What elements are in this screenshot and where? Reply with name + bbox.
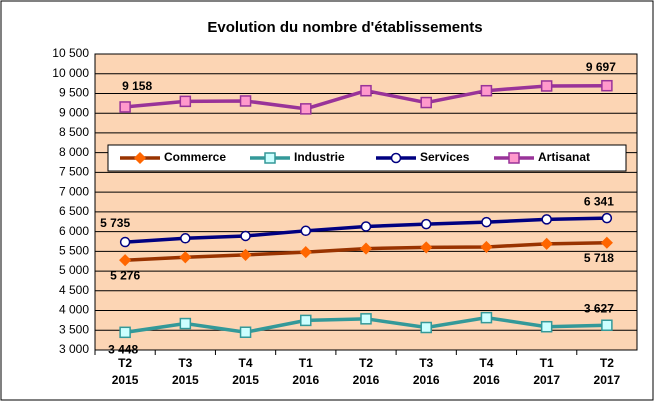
legend-marker — [390, 152, 402, 164]
point — [481, 216, 492, 228]
point — [420, 321, 432, 334]
point — [239, 95, 252, 107]
point — [359, 242, 373, 255]
point — [180, 233, 191, 244]
point — [179, 317, 192, 330]
x-tick-label: T2 2017 — [594, 356, 621, 387]
point — [600, 236, 613, 249]
y-tick-label: 10 500 — [52, 46, 89, 60]
point — [360, 313, 372, 325]
point — [119, 326, 131, 339]
y-tick-label: 10 000 — [52, 66, 89, 80]
legend-box — [107, 144, 627, 172]
point — [540, 237, 553, 250]
point — [601, 212, 613, 224]
point — [300, 103, 312, 115]
data-label: 5 276 — [110, 268, 140, 282]
point — [239, 326, 252, 338]
y-tick-label: 7 500 — [59, 165, 89, 179]
point — [601, 79, 613, 92]
y-tick-label: 4 000 — [59, 303, 89, 317]
x-tick-label: T4 2016 — [473, 356, 500, 387]
x-tick-label: T4 2015 — [232, 356, 259, 387]
data-label: 5 735 — [100, 216, 130, 230]
y-tick-label: 8 500 — [59, 125, 89, 139]
point — [300, 225, 312, 237]
point — [299, 246, 312, 259]
point — [119, 101, 131, 113]
point — [179, 95, 192, 108]
legend-label: Commerce — [164, 150, 226, 164]
point — [480, 84, 493, 97]
legend-label: Artisanat — [538, 150, 590, 164]
x-tick-label: T3 2016 — [413, 356, 440, 387]
point — [601, 319, 613, 332]
y-tick-label: 8 000 — [59, 145, 89, 159]
data-label: 3 627 — [584, 301, 614, 315]
y-tick-label: 5 000 — [59, 263, 89, 277]
series: 9 158 9 697 — [119, 60, 616, 115]
chart-title: Evolution du nombre d'établissements — [207, 19, 482, 36]
series: 5 276 5 718 — [110, 236, 614, 282]
y-tick-label: 6 500 — [59, 204, 89, 218]
point — [420, 96, 432, 109]
y-tick-label: 9 500 — [59, 86, 89, 100]
x-tick-label: T2 2015 — [112, 356, 139, 387]
x-tick-label: T2 2016 — [353, 356, 380, 387]
point — [540, 320, 553, 333]
legend-marker — [508, 152, 520, 164]
point — [179, 251, 192, 264]
point — [480, 240, 493, 254]
x-tick-label: T1 2016 — [292, 356, 319, 387]
y-tick-label: 5 500 — [59, 244, 89, 258]
y-tick-label: 3 000 — [59, 342, 89, 356]
point — [119, 254, 132, 267]
legend-marker — [264, 152, 276, 164]
point — [480, 311, 493, 324]
legend: Commerce Industrie Services Artisanat — [107, 144, 627, 172]
x-tick-label: T1 2017 — [533, 356, 560, 387]
point — [239, 248, 252, 261]
data-label: 3 448 — [108, 342, 138, 356]
point — [420, 218, 432, 230]
point — [541, 214, 552, 225]
legend-marker — [133, 151, 147, 165]
legend-label: Services — [420, 150, 470, 164]
series: 3 448 3 627 — [108, 301, 614, 356]
data-label: 6 341 — [584, 194, 614, 208]
point — [420, 241, 433, 254]
point — [360, 84, 372, 97]
series: 5 735 6 341 — [100, 194, 614, 248]
data-label: 9 158 — [122, 79, 152, 93]
y-tick-label: 9 000 — [59, 105, 89, 119]
y-tick-label: 3 500 — [59, 322, 89, 336]
data-label: 5 718 — [584, 251, 614, 265]
point — [540, 80, 553, 92]
point — [300, 314, 312, 327]
legend-label: Industrie — [294, 150, 345, 164]
data-label: 9 697 — [586, 60, 616, 74]
x-tick-label: T3 2015 — [172, 356, 199, 387]
point — [240, 230, 251, 242]
plot-area — [94, 53, 638, 351]
y-tick-label: 7 000 — [59, 184, 89, 198]
point — [119, 236, 131, 248]
y-tick-label: 6 000 — [59, 224, 89, 238]
y-tick-label: 4 500 — [59, 283, 89, 297]
point — [360, 221, 372, 232]
